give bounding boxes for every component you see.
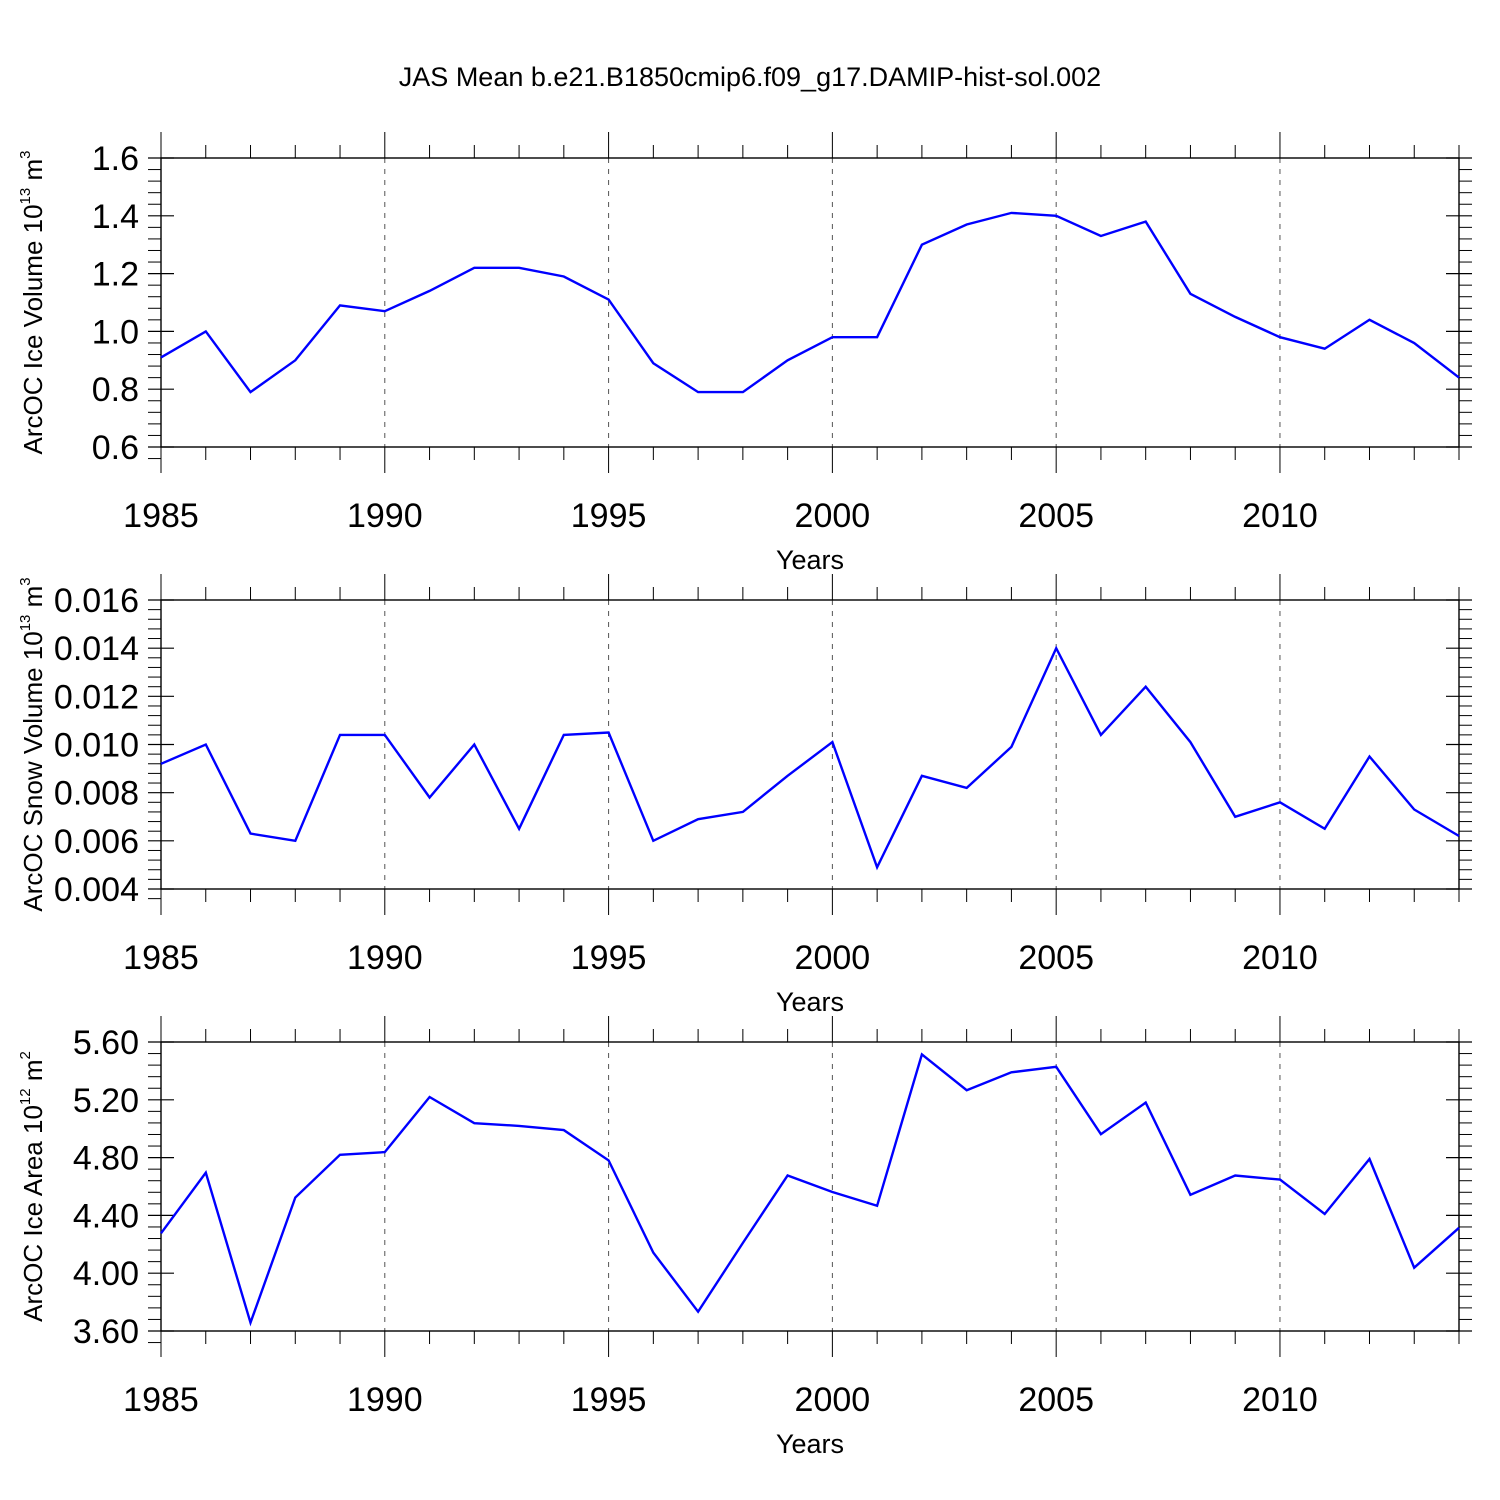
- y-axis-label-unit-exponent: 3: [17, 577, 34, 585]
- y-tick-label: 1.4: [92, 198, 139, 236]
- panel-3: 3.60 4.00 4.40 4.80 5.20 5.60 1985 1990 1995 2000…: [17, 1016, 1472, 1459]
- y-axis-label-unit: m: [18, 159, 48, 188]
- x-tick-label: 2005: [1018, 939, 1094, 977]
- y-axis-label-text: ArcOC Snow Volume 10: [18, 631, 48, 911]
- x-tick-label: 1995: [571, 1381, 647, 1419]
- y-tick-label: 0.014: [54, 630, 139, 668]
- y-tick-label: 5.60: [73, 1024, 139, 1062]
- x-axis-label: Years: [776, 1429, 844, 1459]
- y-tick-label: 0.010: [54, 727, 139, 765]
- plot-frame: [160, 157, 1460, 448]
- x-tick-label: 2010: [1242, 939, 1318, 977]
- y-axis-label: ArcOC Ice Volume 1013 m3: [17, 151, 48, 455]
- y-tick-label: 0.008: [54, 775, 139, 813]
- y-tick-label: 5.20: [73, 1082, 139, 1120]
- x-tick-label: 1990: [347, 1381, 423, 1419]
- panel-2: 0.004 0.006 0.008 0.010 0.012 0.014 0.016 1985 1…: [17, 574, 1472, 1017]
- y-axis-label-text: ArcOC Ice Volume 10: [18, 204, 48, 454]
- series-line: [160, 645, 1460, 871]
- x-tick-label: 2005: [1018, 1381, 1094, 1419]
- panel-1: 0.6 0.8 1.0 1.2 1.4 1.6 1985 1990 1995 2000 2005 20…: [17, 132, 1472, 575]
- y-axis-label: ArcOC Snow Volume 1013 m3: [17, 577, 48, 911]
- plot-frame: [160, 599, 1460, 890]
- y-tick-label: 1.6: [92, 140, 139, 178]
- x-axis-label: Years: [776, 987, 844, 1017]
- y-axis-label-exponent: 12: [17, 1088, 34, 1105]
- y-axis-label-text: ArcOC Ice Area 10: [18, 1105, 48, 1322]
- y-axis-label-exponent: 13: [17, 188, 34, 205]
- y-tick-label: 0.006: [54, 823, 139, 861]
- x-axis-label: Years: [776, 545, 844, 575]
- y-axis-label-unit: m: [18, 1060, 48, 1089]
- y-tick-label: 0.6: [92, 429, 139, 467]
- x-tick-label: 2000: [795, 1381, 871, 1419]
- x-tick-label: 2010: [1242, 1381, 1318, 1419]
- y-axis-label-exponent: 13: [17, 615, 34, 632]
- y-tick-label: 0.012: [54, 678, 139, 716]
- x-tick-label: 1985: [123, 497, 199, 535]
- series-line: [160, 1052, 1460, 1327]
- y-axis-label-unit-exponent: 2: [17, 1051, 34, 1059]
- y-tick-label: 0.8: [92, 371, 139, 409]
- x-tick-label: 2000: [795, 497, 871, 535]
- x-tick-label: 1985: [123, 939, 199, 977]
- x-tick-label: 1990: [347, 497, 423, 535]
- y-tick-label: 4.80: [73, 1140, 139, 1178]
- x-tick-label: 2010: [1242, 497, 1318, 535]
- x-tick-label: 1985: [123, 1381, 199, 1419]
- x-tick-label: 2000: [795, 939, 871, 977]
- series-line: [160, 211, 1460, 394]
- plot-frame: [160, 1041, 1460, 1332]
- y-tick-label: 4.40: [73, 1197, 139, 1235]
- y-axis-label-unit-exponent: 3: [17, 151, 34, 159]
- y-tick-label: 3.60: [73, 1313, 139, 1351]
- y-tick-label: 0.004: [54, 871, 139, 909]
- x-tick-label: 2005: [1018, 497, 1094, 535]
- y-tick-label: 4.00: [73, 1255, 139, 1293]
- chart-title: JAS Mean b.e21.B1850cmip6.f09_g17.DAMIP-…: [398, 62, 1102, 92]
- x-tick-label: 1990: [347, 939, 423, 977]
- y-tick-label: 1.0: [92, 313, 139, 351]
- y-tick-label: 1.2: [92, 256, 139, 294]
- y-axis-label-unit: m: [18, 586, 48, 615]
- y-tick-label: 0.016: [54, 582, 139, 620]
- x-tick-label: 1995: [571, 497, 647, 535]
- x-tick-label: 1995: [571, 939, 647, 977]
- y-axis-label: ArcOC Ice Area 1012 m2: [17, 1051, 48, 1322]
